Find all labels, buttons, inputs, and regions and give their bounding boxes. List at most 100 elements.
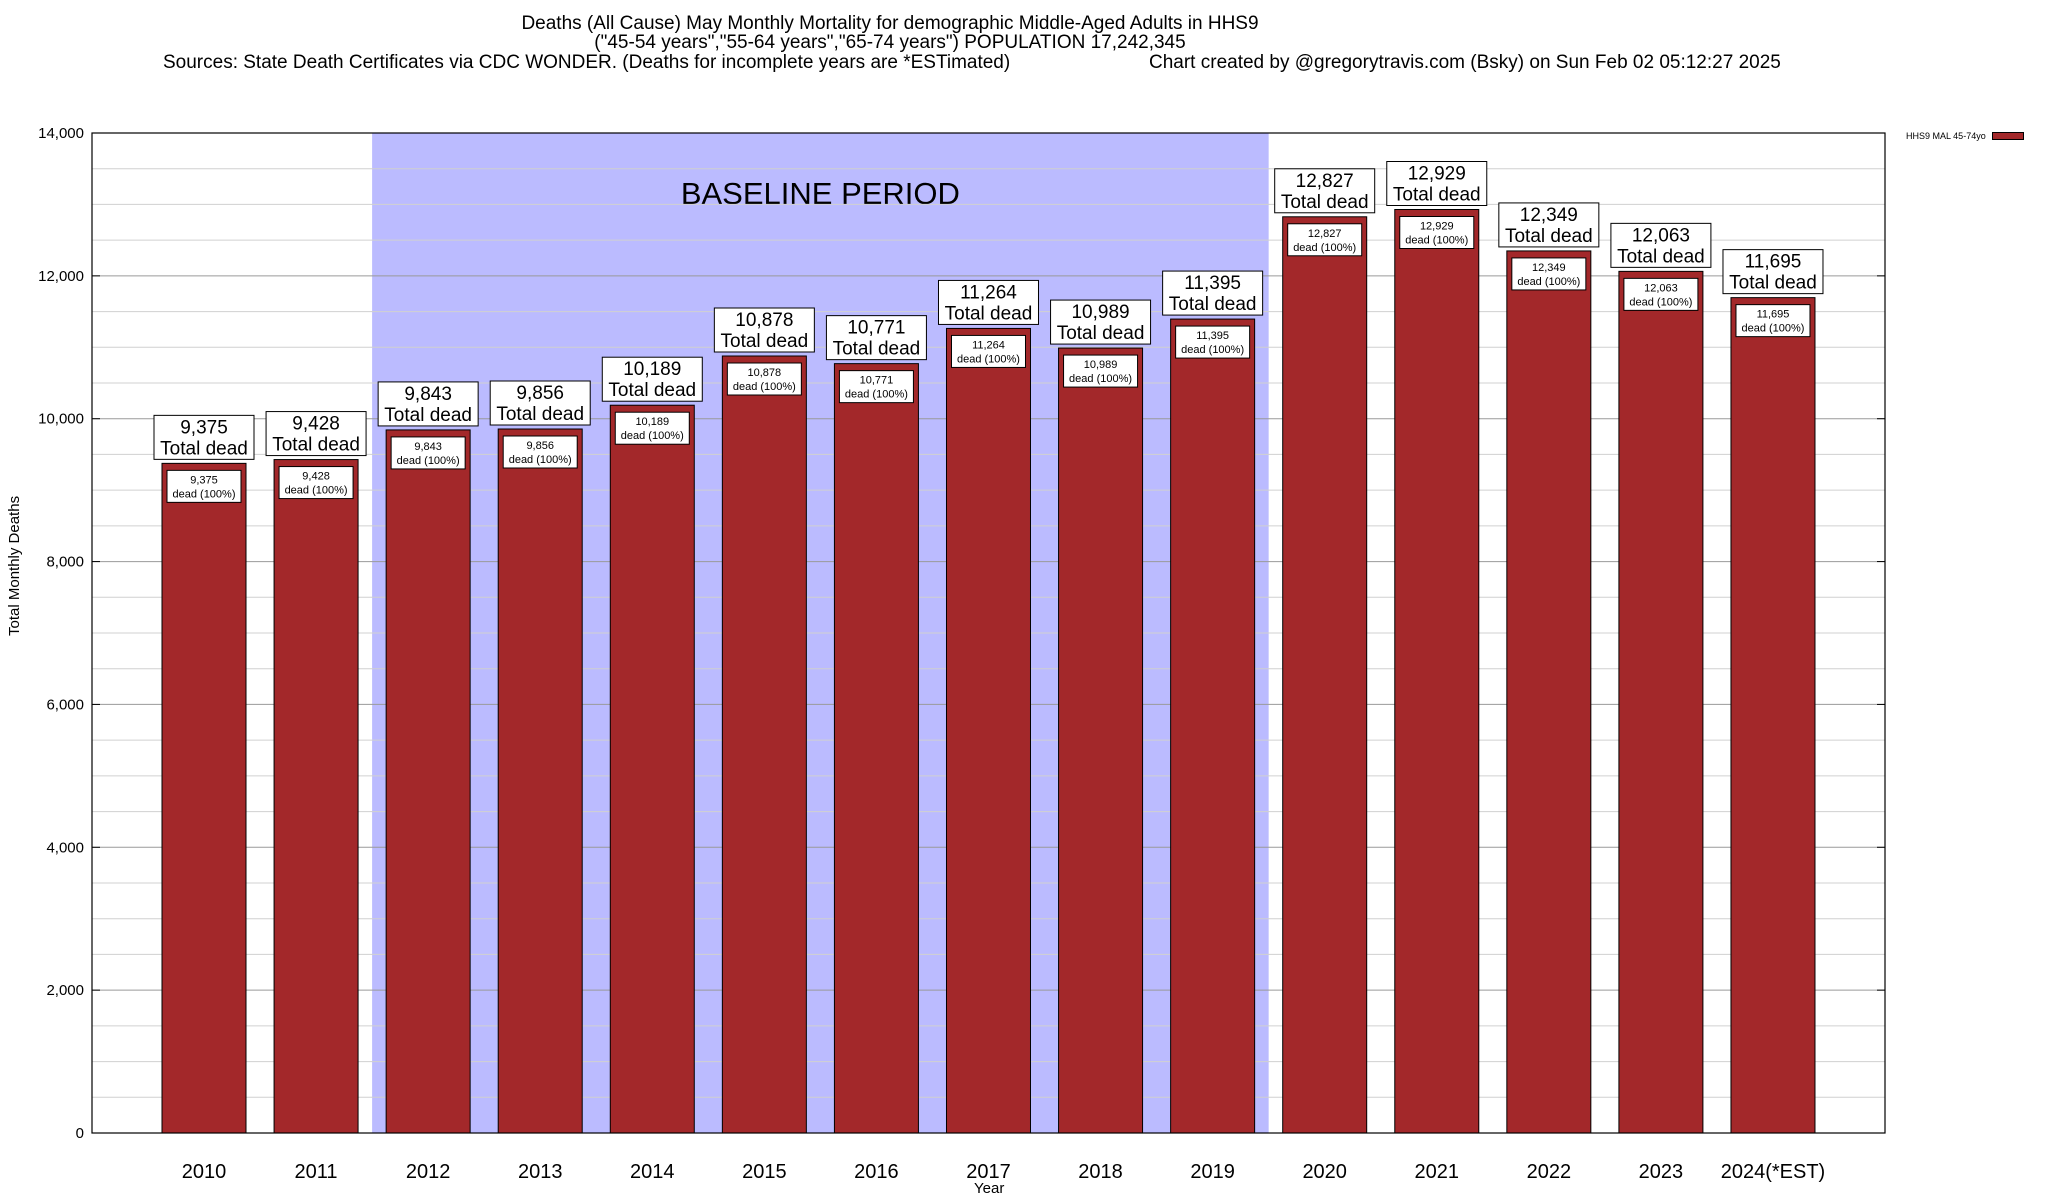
bar-top-label-box	[601, 356, 703, 402]
x-tick-label: 2012	[406, 1161, 451, 1183]
y-tick-label: 2,000	[46, 982, 84, 999]
x-tick-label: 2020	[1302, 1161, 1347, 1183]
chart-title-line-2: ("45-54 years","55-64 years","65-74 year…	[594, 32, 1186, 53]
y-tick-label: 12,000	[38, 268, 84, 285]
bar-inner-label-box	[1623, 277, 1699, 311]
bar-value-label: 12,929	[1408, 164, 1466, 185]
bar	[1730, 297, 1816, 1134]
bar	[1058, 347, 1144, 1134]
bar-inner-value-label: 12,063	[1644, 282, 1678, 294]
bar-inner-percent-label: dead (100%)	[733, 381, 796, 393]
bar-inner-value-label: 10,771	[860, 375, 894, 387]
bar	[497, 428, 583, 1134]
bar-value-label: 10,878	[735, 310, 793, 331]
bar-value-label: 12,063	[1632, 225, 1690, 246]
bar-top-label-box	[1498, 202, 1600, 248]
bar-total-label: Total dead	[1057, 323, 1145, 344]
bar-top-label-box	[825, 315, 927, 361]
y-tick-label: 10,000	[38, 411, 84, 428]
bar-total-label: Total dead	[833, 339, 921, 360]
bar-inner-percent-label: dead (100%)	[845, 389, 908, 401]
bar-inner-label-box	[1175, 325, 1251, 359]
bar	[945, 327, 1031, 1134]
chart-title-line-1: Deaths (All Cause) May Monthly Mortality…	[521, 13, 1259, 34]
bar-total-label: Total dead	[608, 380, 696, 401]
bar	[1282, 216, 1368, 1134]
bar	[1170, 318, 1256, 1134]
bar-top-label-box	[153, 414, 255, 460]
bar-inner-percent-label: dead (100%)	[1741, 323, 1804, 335]
bar-inner-percent-label: dead (100%)	[285, 485, 348, 497]
bar-inner-value-label: 9,375	[190, 474, 218, 486]
x-tick-label: 2014	[630, 1161, 675, 1183]
bar-inner-value-label: 10,189	[635, 416, 669, 428]
bar-top-label-box	[377, 381, 479, 427]
bar	[833, 363, 919, 1134]
x-tick-label: 2010	[182, 1161, 227, 1183]
x-tick-label: 2021	[1415, 1161, 1460, 1183]
bar-inner-value-label: 12,929	[1420, 221, 1454, 233]
bar-inner-label-box	[390, 436, 466, 470]
legend-label: HHS9 MAL 45-74yo	[1906, 131, 1986, 141]
x-tick-label: 2017	[966, 1161, 1011, 1183]
bar-inner-value-label: 12,827	[1308, 228, 1342, 240]
bar	[385, 429, 471, 1134]
bar-inner-value-label: 11,264	[972, 339, 1005, 351]
bar-value-label: 12,827	[1296, 171, 1354, 192]
bar-total-label: Total dead	[272, 435, 360, 456]
bar-top-label-box	[1722, 249, 1824, 295]
y-tick-label: 8,000	[46, 554, 84, 571]
bar-value-label: 11,264	[960, 282, 1017, 303]
bar-inner-value-label: 10,878	[748, 367, 782, 379]
bar	[721, 355, 807, 1134]
chart-source: Sources: State Death Certificates via CD…	[163, 52, 1011, 73]
chart-credit: Chart created by @gregorytravis.com (Bsk…	[1149, 52, 1781, 73]
x-tick-label: 2015	[742, 1161, 787, 1183]
bar-inner-value-label: 9,843	[414, 441, 442, 453]
bar-inner-percent-label: dead (100%)	[397, 455, 460, 467]
x-axis-label: Year	[974, 1180, 1005, 1197]
bar-inner-label-box	[502, 435, 578, 469]
bar-inner-percent-label: dead (100%)	[621, 430, 684, 442]
bar-inner-label-box	[166, 469, 242, 503]
chart-title: Deaths (All Cause) May Monthly Mortality…	[0, 14, 1780, 52]
bar-total-label: Total dead	[160, 438, 248, 459]
bar-value-label: 9,375	[180, 417, 228, 438]
bar-inner-percent-label: dead (100%)	[1629, 296, 1692, 308]
bar-total-label: Total dead	[1617, 246, 1705, 267]
bar-total-label: Total dead	[496, 404, 584, 425]
x-tick-label: 2011	[295, 1161, 338, 1183]
legend: HHS9 MAL 45-74yo	[1906, 131, 2024, 141]
bar-value-label: 10,989	[1071, 302, 1129, 323]
bar	[273, 459, 359, 1134]
bar-inner-value-label: 12,349	[1532, 262, 1566, 274]
baseline-period-label: BASELINE PERIOD	[681, 176, 960, 211]
x-tick-label: 2018	[1078, 1161, 1123, 1183]
y-tick-label: 4,000	[46, 839, 84, 856]
bar-inner-percent-label: dead (100%)	[1293, 242, 1356, 254]
legend-swatch	[1991, 132, 2024, 140]
bar-value-label: 10,771	[847, 318, 905, 339]
x-tick-label: 2023	[1639, 1161, 1684, 1183]
x-tick-label: 2013	[518, 1161, 563, 1183]
bar	[161, 462, 247, 1134]
y-tick-label: 14,000	[38, 125, 84, 142]
bar	[1506, 250, 1592, 1134]
bar-value-label: 9,856	[516, 383, 564, 404]
bar-inner-percent-label: dead (100%)	[1069, 373, 1132, 385]
plot-frame	[91, 132, 1886, 1134]
bar-inner-label-box	[726, 362, 802, 396]
x-tick-label: 2016	[854, 1161, 899, 1183]
bar-inner-label-box	[1399, 216, 1475, 249]
bar-inner-value-label: 9,428	[302, 471, 330, 483]
bar-inner-value-label: 10,989	[1084, 359, 1118, 371]
y-tick-label: 6,000	[46, 696, 84, 713]
bar	[1618, 270, 1704, 1134]
bar-total-label: Total dead	[1729, 273, 1817, 294]
bar-value-label: 11,695	[1745, 252, 1802, 273]
bar-value-label: 9,428	[292, 414, 340, 435]
bar-inner-percent-label: dead (100%)	[1405, 235, 1468, 247]
bar-total-label: Total dead	[1281, 192, 1369, 213]
bar-value-label: 10,189	[623, 359, 681, 380]
bar-total-label: Total dead	[1393, 185, 1481, 206]
